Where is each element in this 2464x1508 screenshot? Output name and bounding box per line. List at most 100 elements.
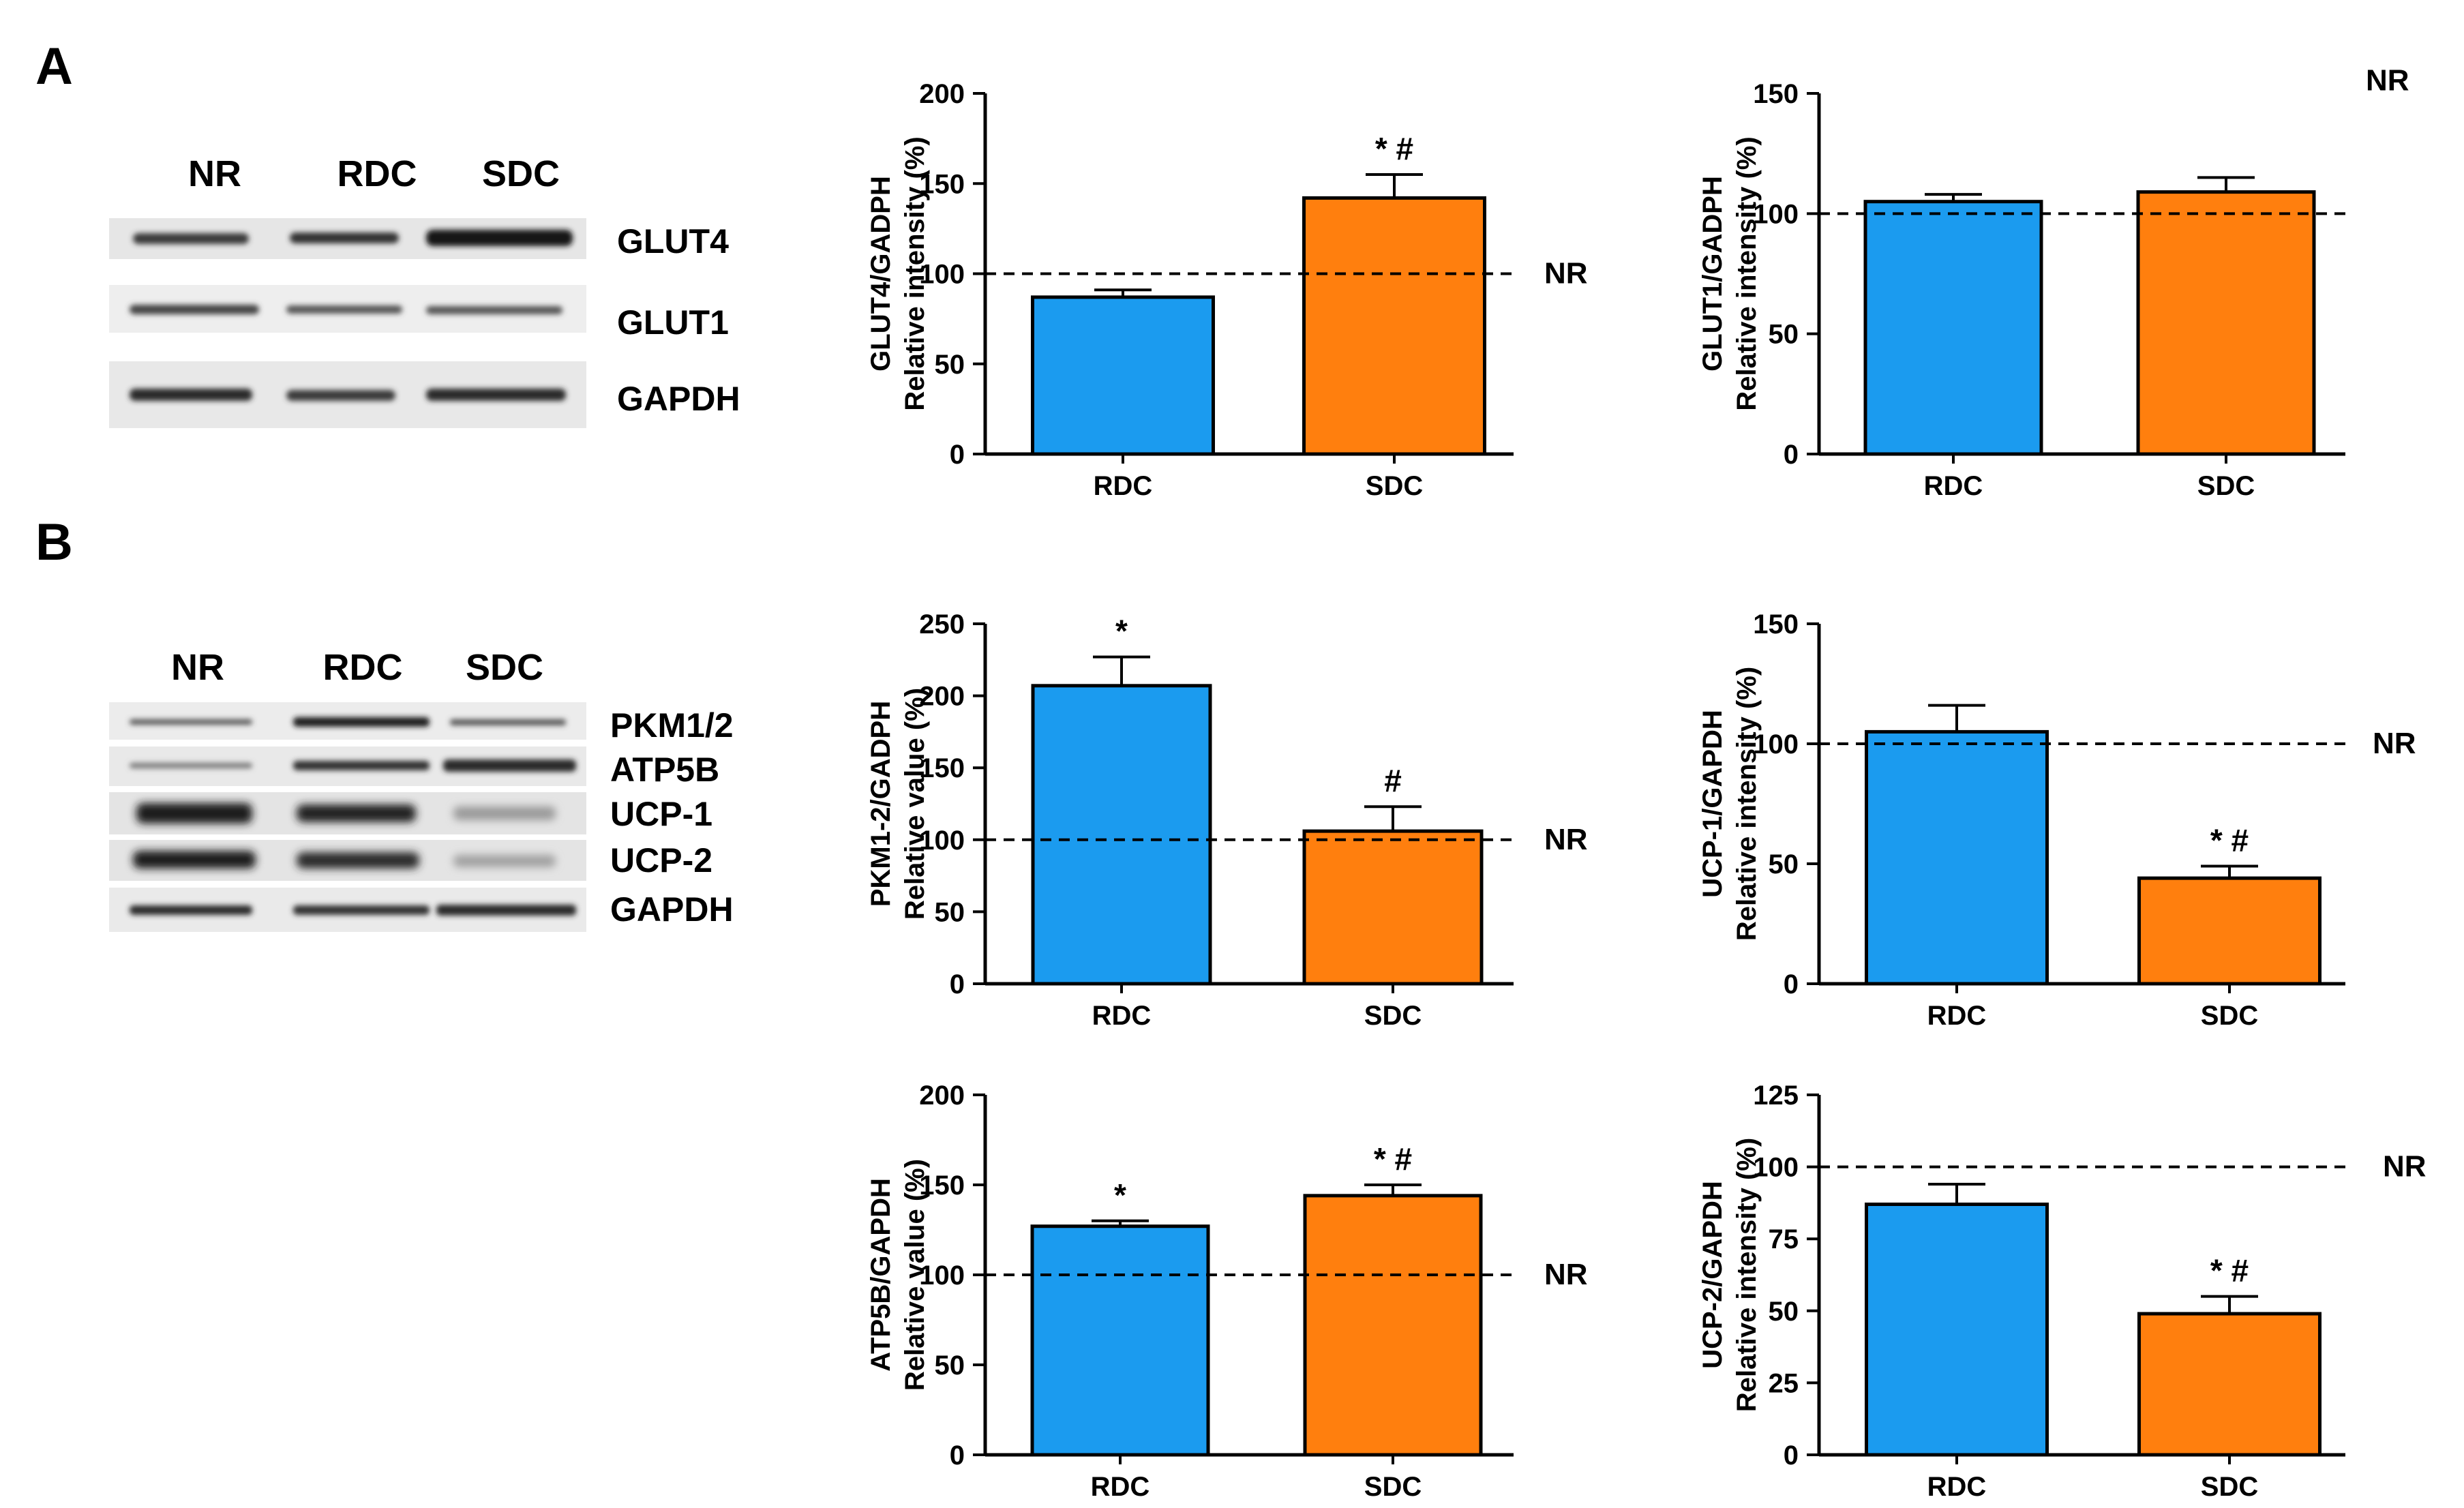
bar-sdc — [1302, 829, 1484, 986]
bar-rdc — [1030, 1224, 1210, 1457]
reference-label-nr: NR — [1544, 1258, 1588, 1291]
bar-sdc — [2137, 876, 2322, 986]
panel-label-a: A — [35, 37, 73, 95]
y-tick-label: 0 — [950, 969, 965, 999]
blot-b-col-rdc: RDC — [322, 647, 403, 688]
blot-b-band-pkm-nr — [130, 719, 252, 725]
blot-b-image — [109, 702, 586, 932]
blot-a-row-gapdh: GAPDH — [617, 380, 740, 418]
blot-a-row-glut4: GLUT4 — [617, 222, 729, 260]
y-axis-label: UCP-1/GAPDH — [1698, 710, 1728, 898]
blot-b-col-sdc: SDC — [465, 647, 543, 688]
bar-sdc — [1303, 1194, 1483, 1457]
blot-b-band-ucp1-nr — [136, 803, 252, 824]
chart-5: * RDC * # SDC NR 0 50 100 150 200 ATP5B/GAPDH Relat… — [866, 1081, 1588, 1502]
blot-a-band-glut4-nr — [133, 233, 249, 244]
blot-a-band-glut1-nr — [130, 305, 259, 314]
x-tick-label-sdc: SDC — [1364, 1472, 1422, 1502]
y-tick-label: 250 — [919, 609, 965, 639]
chart-6: RDC * # SDC NR 0 25 50 75 100 125 UCP-2/GAPDH Relat… — [1698, 1081, 2427, 1502]
blot-b-band-gapdh-rdc — [293, 905, 430, 915]
blot-b-band-atp5b-rdc — [293, 761, 430, 770]
y-tick-label: 100 — [919, 260, 965, 290]
y-axis-label: ATP5B/GAPDH — [866, 1178, 896, 1372]
y-axis-label: UCP-2/GAPDH — [1698, 1181, 1728, 1369]
blot-a-band-gapdh-sdc — [426, 389, 566, 401]
y-axis-label: Relative intensity (%) — [900, 136, 930, 410]
x-tick-label-sdc: SDC — [2201, 1472, 2258, 1502]
y-tick-label: 50 — [1769, 320, 1799, 350]
y-tick-label: 0 — [950, 440, 965, 470]
y-tick-label: 0 — [950, 1441, 965, 1471]
bar-rdc — [1863, 200, 2043, 456]
blot-a-col-rdc: RDC — [337, 153, 417, 194]
y-tick-label: 150 — [1753, 609, 1799, 639]
bar-sdc — [2136, 190, 2316, 456]
x-tick-label-rdc: RDC — [1092, 1001, 1152, 1031]
x-tick-label-rdc: RDC — [1927, 1001, 1987, 1031]
y-tick-label: 0 — [1784, 969, 1799, 999]
reference-label-nr: NR — [2373, 727, 2416, 760]
blot-a-col-sdc: SDC — [481, 153, 560, 194]
chart-2: RDC SDC NR 0 50 100 150 GLUT1/GADPH Relative int… — [1698, 63, 2409, 501]
blot-a-row-glut1: GLUT1 — [617, 303, 729, 342]
significance-rdc: * — [1115, 614, 1128, 649]
blot-b-band-ucp2-sdc — [453, 855, 556, 867]
y-tick-label: 0 — [1784, 440, 1799, 470]
y-axis-label: Relative intensity (%) — [1732, 667, 1762, 941]
blot-b-row-atp5b: ATP5B — [610, 751, 720, 789]
blot-b-band-pkm-rdc — [293, 717, 430, 727]
blot-a-band-gapdh-nr — [130, 389, 252, 401]
y-tick-label: 150 — [919, 753, 965, 783]
y-tick-label: 50 — [935, 350, 965, 380]
y-axis-label: Relative value (%) — [900, 1159, 930, 1391]
bar-sdc — [1302, 196, 1486, 456]
significance-sdc: # — [1384, 763, 1402, 798]
blot-a-band-glut4-sdc — [426, 230, 573, 246]
y-tick-label: 100 — [1753, 1153, 1799, 1183]
x-tick-label-rdc: RDC — [1094, 471, 1153, 501]
x-tick-label-rdc: RDC — [1924, 471, 1983, 501]
y-axis-label: Relative intensity (%) — [1732, 136, 1762, 410]
y-tick-label: 50 — [935, 897, 965, 927]
chart-4: RDC * # SDC NR 0 50 100 150 UCP-1/GAPDH Relative … — [1698, 609, 2416, 1031]
y-tick-label: 50 — [1769, 1297, 1799, 1327]
blot-b-col-nr: NR — [171, 647, 224, 688]
blot-a-band-glut1-rdc — [286, 305, 402, 314]
blot-b-row-ucp2: UCP-2 — [610, 841, 713, 879]
x-tick-label-sdc: SDC — [1366, 471, 1423, 501]
significance-sdc: * # — [2210, 1253, 2249, 1288]
blot-a-image — [109, 218, 586, 428]
y-axis-label: Relative intensity (%) — [1732, 1138, 1762, 1412]
significance-sdc: * # — [1374, 1141, 1412, 1177]
y-tick-label: 100 — [919, 1261, 965, 1291]
chart-1: RDC * # SDC NR 0 50 100 150 200 GLUT4/GADPH Relati… — [866, 79, 1588, 501]
y-tick-label: 75 — [1769, 1224, 1799, 1254]
y-tick-label: 150 — [1753, 79, 1799, 109]
blot-b-band-ucp1-sdc — [453, 806, 556, 820]
bar-rdc — [1031, 684, 1212, 986]
y-tick-label: 100 — [1753, 729, 1799, 759]
y-tick-label: 25 — [1769, 1368, 1799, 1398]
panel-label-b: B — [35, 513, 73, 571]
blot-b-band-ucp2-rdc — [297, 852, 419, 869]
blot-b-band-gapdh-sdc — [436, 905, 576, 916]
y-axis-label: GLUT4/GADPH — [866, 176, 896, 372]
significance-sdc: * # — [2210, 823, 2249, 858]
y-axis-label: GLUT1/GADPH — [1698, 176, 1728, 372]
reference-label-nr: NR — [2366, 63, 2409, 97]
significance-rdc: * — [1114, 1177, 1126, 1213]
blot-a-col-nr: NR — [188, 153, 241, 194]
y-tick-label: 50 — [935, 1351, 965, 1381]
y-tick-label: 200 — [919, 682, 965, 712]
reference-label-nr: NR — [2383, 1150, 2427, 1183]
y-axis-label: PKM1-2/GADPH — [866, 701, 896, 907]
bar-rdc — [1865, 1203, 2049, 1457]
y-tick-label: 200 — [919, 1081, 965, 1111]
y-tick-label: 50 — [1769, 849, 1799, 879]
x-tick-label-sdc: SDC — [2197, 471, 2255, 501]
blot-b-row-ucp1: UCP-1 — [610, 795, 713, 833]
y-tick-label: 100 — [1753, 199, 1799, 229]
